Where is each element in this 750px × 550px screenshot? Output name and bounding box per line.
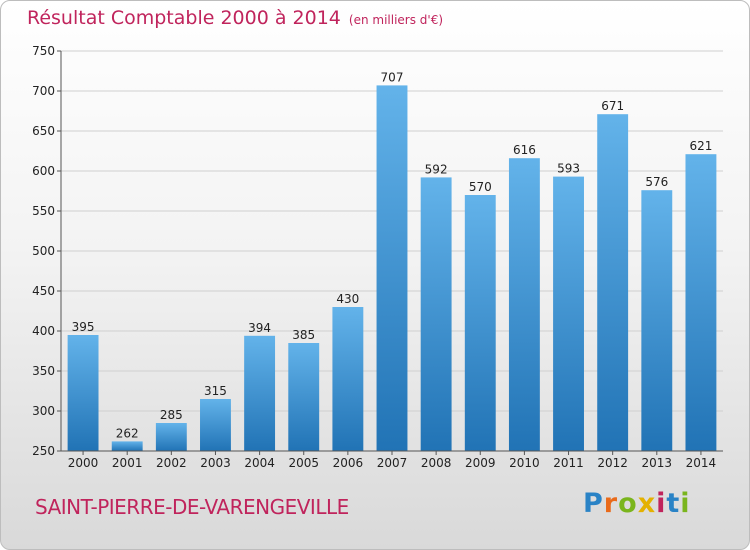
data-label: 621: [689, 139, 712, 153]
logo-letter: P: [583, 488, 604, 519]
x-tick-label: 2003: [200, 456, 231, 470]
logo-letter: i: [680, 488, 691, 519]
data-label: 671: [601, 99, 624, 113]
bar-2011: [553, 176, 584, 451]
logo-letter: x: [637, 488, 657, 519]
y-tick-label: 350: [32, 364, 55, 378]
data-label: 285: [160, 408, 183, 422]
y-tick-label: 500: [32, 244, 55, 258]
x-tick-label: 2007: [377, 456, 408, 470]
bar-2004: [244, 335, 276, 451]
y-tick-label: 250: [32, 444, 55, 458]
x-axis: 2000 2001 2002 2003 2004 2005 2006 2007 2008 2009…: [61, 450, 723, 470]
y-tick-label: 400: [32, 324, 55, 338]
commune-name: SAINT-PIERRE-DE-VARENGEVILLE: [35, 495, 349, 519]
y-tick-label: 450: [32, 284, 55, 298]
data-label: 385: [292, 328, 315, 342]
chart-title-text: Résultat Comptable 2000 à 2014: [27, 7, 341, 29]
data-label: 592: [425, 162, 448, 176]
bar-2008: [420, 177, 452, 451]
y-tick-label: 750: [32, 44, 55, 58]
bar-2002: [155, 423, 187, 451]
x-tick-label: 2013: [642, 456, 673, 470]
x-tick-label: 2012: [597, 456, 628, 470]
bar-2003: [200, 399, 231, 451]
bar-2009: [464, 195, 496, 451]
y-axis: 250 300 350 400 450 500 550 600 650 700 750: [32, 44, 62, 458]
x-tick-label: 2008: [421, 456, 452, 470]
data-label: 395: [72, 320, 95, 334]
y-tick-label: 700: [32, 84, 55, 98]
data-label: 593: [557, 162, 580, 176]
data-label: 707: [381, 70, 404, 84]
data-label: 315: [204, 384, 227, 398]
data-label: 616: [513, 143, 536, 157]
data-label: 430: [336, 292, 359, 306]
y-tick-label: 300: [32, 404, 55, 418]
x-tick-label: 2005: [288, 456, 319, 470]
bar-2007: [376, 85, 408, 452]
x-tick-label: 2001: [112, 456, 143, 470]
y-tick-label: 650: [32, 124, 55, 138]
x-tick-label: 2014: [686, 456, 717, 470]
bar-2006: [332, 307, 364, 451]
y-tick-label: 600: [32, 164, 55, 178]
x-tick-label: 2006: [333, 456, 364, 470]
x-tick-label: 2004: [244, 456, 275, 470]
x-tick-label: 2002: [156, 456, 187, 470]
bars: 395 262 285 315 394 385 430 707 592 570 616 593 671 5…: [67, 70, 717, 452]
bar-2014: [685, 154, 717, 451]
x-tick-label: 2009: [465, 456, 496, 470]
bar-2005: [288, 343, 320, 451]
logo-letter: o: [618, 488, 638, 519]
bar-2001: [111, 441, 143, 451]
x-tick-label: 2011: [553, 456, 584, 470]
data-label: 262: [116, 426, 139, 440]
data-label: 570: [469, 180, 492, 194]
logo-letter: r: [603, 488, 619, 519]
bar-2012: [597, 114, 629, 451]
bar-2010: [508, 158, 540, 451]
chart-unit: (en milliers d'€): [348, 13, 444, 27]
bar-2013: [641, 190, 673, 451]
logo-letter: t: [666, 488, 681, 519]
y-tick-label: 550: [32, 204, 55, 218]
x-tick-label: 2010: [509, 456, 540, 470]
proxiti-logo[interactable]: Proxiti: [583, 488, 691, 519]
x-tick-label: 2000: [68, 456, 99, 470]
chart-title: Résultat Comptable 2000 à 2014 (en millie…: [27, 7, 443, 29]
data-label: 394: [248, 321, 271, 335]
bar-2000: [67, 335, 99, 451]
data-label: 576: [645, 175, 668, 189]
logo-letter: i: [656, 488, 667, 519]
